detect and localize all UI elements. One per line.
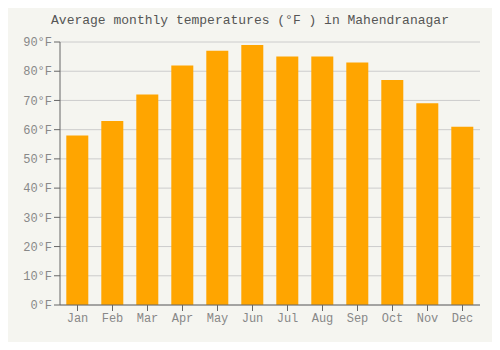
svg-text:Jun: Jun: [242, 312, 264, 326]
svg-text:Nov: Nov: [417, 312, 439, 326]
svg-text:Oct: Oct: [382, 312, 404, 326]
svg-text:Mar: Mar: [137, 312, 159, 326]
svg-text:60°F: 60°F: [23, 124, 52, 138]
svg-text:Dec: Dec: [452, 312, 474, 326]
svg-text:Jul: Jul: [277, 312, 299, 326]
svg-text:10°F: 10°F: [23, 270, 52, 284]
svg-text:80°F: 80°F: [23, 65, 52, 79]
svg-text:70°F: 70°F: [23, 95, 52, 109]
svg-text:40°F: 40°F: [23, 182, 52, 196]
svg-text:Apr: Apr: [172, 312, 194, 326]
svg-text:90°F: 90°F: [23, 36, 52, 50]
svg-text:30°F: 30°F: [23, 212, 52, 226]
svg-text:Aug: Aug: [312, 312, 334, 326]
svg-text:50°F: 50°F: [23, 153, 52, 167]
svg-text:Jan: Jan: [67, 312, 89, 326]
svg-text:May: May: [207, 312, 229, 326]
svg-text:20°F: 20°F: [23, 241, 52, 255]
svg-text:Sep: Sep: [347, 312, 369, 326]
html-text:Average monthly temperatures (: Average monthly temperatures (°F ) in Ma…: [51, 13, 449, 28]
svg-text:Feb: Feb: [102, 312, 124, 326]
svg-text:0°F: 0°F: [30, 299, 52, 313]
